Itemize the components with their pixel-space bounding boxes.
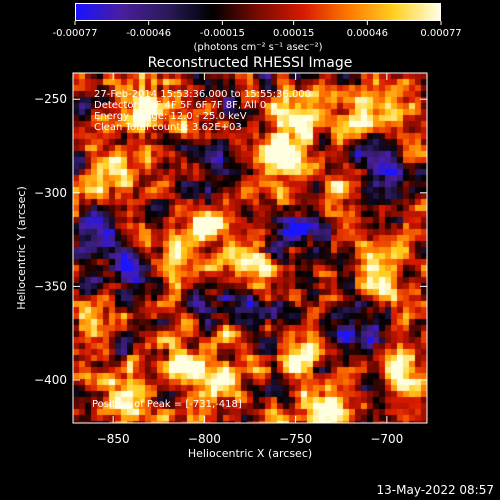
x-axis-ticks: −850 −800 −750 −700 xyxy=(97,73,403,446)
y-tick-label: −400 xyxy=(34,373,67,387)
plot-frame xyxy=(72,72,428,424)
colorbar-tick-label: -0.00077 xyxy=(53,28,98,39)
chart-title: Reconstructed RHESSI Image xyxy=(148,55,353,71)
x-axis-label: Heliocentric X (arcsec) xyxy=(188,447,312,460)
generation-timestamp: 13-May-2022 08:57 xyxy=(377,483,494,497)
colorbar-tick-label: 0.00015 xyxy=(273,28,314,39)
colorbar xyxy=(75,3,441,21)
info-line: Energy Range: 12.0 - 25.0 keV xyxy=(94,111,247,122)
colorbar-tick-label: -0.00015 xyxy=(200,28,245,39)
peak-position-label: Position of Peak = [-731,-418] xyxy=(92,399,242,410)
y-tick-label: −250 xyxy=(34,92,67,106)
x-tick-label: −800 xyxy=(188,432,221,446)
colorbar-tick-label: -0.00046 xyxy=(126,28,171,39)
y-axis-ticks: −400 −350 −300 −250 xyxy=(34,92,427,387)
colorbar-ticks: -0.00077 -0.00046 -0.00015 0.00015 0.00046 0.… xyxy=(53,21,462,39)
y-tick-label: −350 xyxy=(34,279,67,293)
x-tick-label: −850 xyxy=(97,432,130,446)
colorbar-gradient xyxy=(75,3,441,21)
colorbar-tick-label: 0.00046 xyxy=(347,28,388,39)
x-tick-label: −700 xyxy=(370,432,403,446)
info-block: 27-Feb-2014 15:53:36.000 to 15:55:36.000… xyxy=(94,89,311,133)
x-tick-label: −750 xyxy=(279,432,312,446)
info-line: Detectors: 3F 4F 5F 6F 7F 8F, All 0 xyxy=(94,100,266,111)
info-line: 27-Feb-2014 15:53:36.000 to 15:55:36.000 xyxy=(94,89,311,100)
colorbar-units-label: (photons cm⁻² s⁻¹ asec⁻²) xyxy=(193,42,322,53)
info-line: Clean Total counts: 3.62E+03 xyxy=(94,122,242,133)
y-axis-label: Heliocentric Y (arcsec) xyxy=(15,186,28,310)
y-tick-label: −300 xyxy=(34,186,67,200)
colorbar-tick-label: 0.00077 xyxy=(420,28,461,39)
heatmap-image xyxy=(73,73,427,423)
